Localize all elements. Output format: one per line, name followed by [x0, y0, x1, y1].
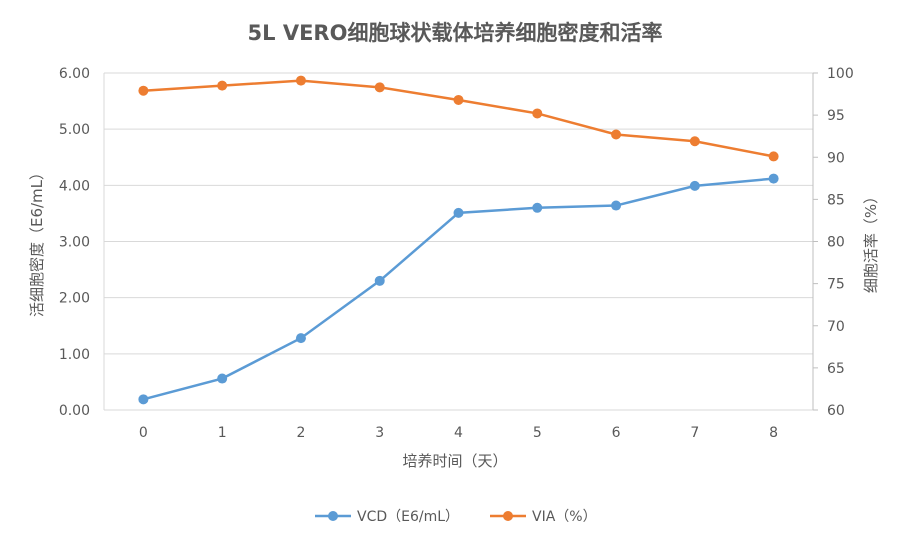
y2-tick-label: 65: [827, 361, 845, 377]
data-point: [295, 75, 306, 86]
data-point: [453, 94, 464, 105]
y-tick-label: 6.00: [59, 66, 90, 82]
y-axis-label: 活细胞密度（E6/mL）: [28, 165, 46, 317]
y2-tick-label: 90: [827, 150, 845, 166]
data-point: [611, 129, 622, 140]
data-point: [768, 151, 779, 162]
y-tick-label: 2.00: [59, 291, 90, 307]
y2-axis-label: 细胞活率（%）: [862, 189, 880, 293]
data-point: [138, 394, 149, 405]
data-point: [138, 85, 149, 96]
data-point: [611, 200, 622, 211]
y-tick-label: 0.00: [59, 403, 90, 419]
y-tick-label: 4.00: [59, 178, 90, 194]
series-line-via: [143, 79, 774, 158]
data-point: [217, 80, 228, 91]
data-point: [295, 333, 306, 344]
y2-tick-label: 70: [827, 319, 845, 335]
legend-marker: [503, 511, 513, 521]
y2-tick-label: 85: [827, 192, 845, 208]
legend-label: VIA（%）: [532, 509, 597, 525]
data-point: [374, 82, 385, 93]
x-tick-label: 6: [612, 425, 621, 441]
y2-tick-label: 60: [827, 403, 845, 419]
legend-marker: [328, 511, 338, 521]
x-tick-label: 4: [454, 425, 463, 441]
data-point: [532, 202, 543, 213]
x-tick-label: 2: [296, 425, 305, 441]
y2-tick-label: 80: [827, 235, 845, 251]
y2-tick-label: 75: [827, 277, 845, 293]
data-point: [768, 173, 779, 184]
chart-title: 5L VERO细胞球状载体培养细胞密度和活率: [248, 21, 663, 45]
legend: VCD（E6/mL） VIA（%）: [315, 509, 597, 525]
y-tick-label: 5.00: [59, 122, 90, 138]
x-tick-label: 7: [690, 425, 699, 441]
legend-label: VCD（E6/mL）: [357, 509, 459, 525]
data-point: [689, 180, 700, 191]
data-point: [689, 136, 700, 147]
x-tick-label: 1: [218, 425, 227, 441]
x-tick-label: 0: [139, 425, 148, 441]
data-point: [374, 275, 385, 286]
x-tick-label: 5: [533, 425, 542, 441]
y-tick-label: 1.00: [59, 347, 90, 363]
x-axis-label: 培养时间（天）: [402, 452, 507, 470]
y2-tick-label: 100: [827, 66, 854, 82]
x-tick-label: 8: [769, 425, 778, 441]
data-point: [453, 207, 464, 218]
y-tick-label: 3.00: [59, 235, 90, 251]
x-tick-label: 3: [375, 425, 384, 441]
y2-tick-label: 95: [827, 108, 845, 124]
data-point: [217, 373, 228, 384]
data-point: [532, 108, 543, 119]
